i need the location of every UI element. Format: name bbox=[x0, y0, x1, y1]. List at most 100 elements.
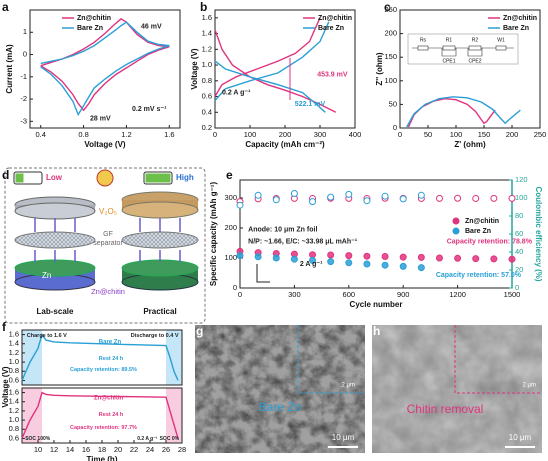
y-tick-label: 0.4 bbox=[202, 107, 212, 116]
y-tick-label: 0.8 bbox=[202, 76, 212, 85]
data-point bbox=[508, 255, 516, 263]
icon bbox=[96, 169, 114, 187]
y2-tick-label: 0 bbox=[515, 283, 519, 292]
label-anode: Zn bbox=[42, 271, 51, 280]
x-tick-label: 0.8 bbox=[78, 130, 88, 139]
data-point bbox=[272, 196, 280, 204]
annotation: Capacity retention: 78.8% bbox=[447, 238, 533, 245]
circuit-label: CPE2 bbox=[468, 58, 481, 64]
annotation: Capacity retention: 57.0% bbox=[436, 272, 522, 279]
circuit-label: W1 bbox=[497, 37, 505, 43]
y2-tick-label: 60 bbox=[515, 229, 523, 238]
data-point bbox=[345, 259, 353, 267]
x-tick-label: 22 bbox=[130, 445, 138, 454]
legend-label: Bare Zn bbox=[503, 25, 529, 32]
plot-frame bbox=[399, 9, 541, 129]
inset-border bbox=[454, 325, 542, 394]
data-line bbox=[406, 96, 521, 128]
y-tick-label: 50 bbox=[389, 99, 397, 108]
data-point bbox=[363, 197, 371, 205]
x-axis-label: Capacity (mAh cm⁻²) bbox=[245, 140, 325, 149]
y-tick-label: 1.0 bbox=[202, 60, 212, 69]
data-point bbox=[381, 261, 389, 269]
x-tick-label: 1200 bbox=[449, 290, 466, 299]
label-cathode: V₂O₅ bbox=[99, 207, 117, 216]
panel-g: Bare Zn 2 μm 10 μm bbox=[195, 325, 365, 453]
shade bbox=[166, 388, 182, 443]
practical-cell bbox=[121, 191, 199, 291]
y-axis-label: Z'' (ohm) bbox=[375, 52, 384, 85]
y-axis-label: Voltage (V) bbox=[1, 366, 10, 408]
label-separator: GF bbox=[103, 231, 113, 238]
x-tick-label: 1500 bbox=[504, 290, 521, 299]
data-point bbox=[363, 260, 371, 268]
scale-bar-label: 10 μm bbox=[509, 433, 532, 442]
label-practical: Practical bbox=[143, 307, 176, 316]
y-tick-label: 1.4 bbox=[9, 339, 19, 348]
data-point bbox=[327, 258, 335, 266]
x-tick-label: 20 bbox=[114, 445, 122, 454]
panel-frame bbox=[4, 167, 206, 324]
label-low: Low bbox=[46, 173, 63, 182]
y-tick-label: 1.6 bbox=[9, 330, 19, 339]
panel-letter: d bbox=[2, 168, 9, 182]
x-tick-label: 1.2 bbox=[121, 130, 131, 139]
y2-tick-label: 20 bbox=[515, 265, 523, 274]
legend-marker bbox=[452, 217, 460, 225]
y-tick-label: 1.0 bbox=[9, 357, 19, 366]
y-tick-label: 1.4 bbox=[9, 397, 19, 406]
y-tick-label: 200 bbox=[224, 223, 237, 232]
label-high: High bbox=[176, 173, 194, 182]
scale-bar-label: 10 μm bbox=[332, 433, 355, 442]
x-tick-label: 200 bbox=[506, 130, 519, 139]
data-point bbox=[435, 194, 443, 202]
data-point bbox=[309, 198, 317, 206]
y-tick-label: 0.6 bbox=[202, 92, 212, 101]
data-point bbox=[399, 195, 407, 203]
data-point bbox=[417, 264, 425, 272]
y-tick-label: 0.2 bbox=[202, 123, 212, 132]
x-axis-label: Cycle number bbox=[350, 300, 403, 309]
annotation: 2 A g⁻¹ bbox=[300, 261, 323, 268]
data-point bbox=[381, 192, 389, 200]
data-line bbox=[21, 333, 179, 381]
legend-label: Bare Zn bbox=[318, 25, 344, 32]
data-point bbox=[490, 194, 498, 202]
x-tick-label: 0 bbox=[213, 130, 217, 139]
circuit-label: Rs bbox=[420, 37, 427, 43]
panel-h: Chitin removal 2 μm 10 μm bbox=[372, 325, 542, 453]
x-tick-label: 0.4 bbox=[35, 130, 45, 139]
data-point bbox=[363, 252, 371, 260]
y-tick-label: 100 bbox=[384, 76, 397, 85]
legend-label: Zn@chitin bbox=[503, 15, 537, 22]
x-tick-label: 12 bbox=[50, 445, 58, 454]
panel-letter: e bbox=[226, 168, 233, 182]
x-tick-label: 28 bbox=[178, 445, 186, 454]
y-tick-label: 1.4 bbox=[202, 29, 212, 38]
data-line bbox=[214, 21, 330, 113]
data-point bbox=[290, 190, 298, 197]
y2-tick-label: 120 bbox=[515, 175, 528, 184]
annotation: Capacity retention: 89.5% bbox=[70, 367, 137, 373]
sem-label: Bare Zn bbox=[259, 400, 302, 414]
x-tick-label: 26 bbox=[162, 445, 170, 454]
data-point bbox=[309, 251, 317, 259]
sem-texture bbox=[372, 325, 542, 453]
data-line bbox=[40, 21, 170, 117]
data-point bbox=[254, 253, 262, 261]
y-tick-label: 1.6 bbox=[9, 388, 19, 397]
data-line bbox=[40, 18, 170, 112]
data-point bbox=[490, 255, 498, 263]
annotation: 0.2 A g⁻¹ bbox=[137, 436, 158, 442]
annotation: Rest 24 h bbox=[99, 356, 124, 362]
annotation: Capacity retention: 97.7% bbox=[70, 425, 137, 431]
x-tick-label: 100 bbox=[450, 130, 463, 139]
y2-tick-label: 100 bbox=[515, 193, 528, 202]
y-tick-label: -1 bbox=[20, 72, 27, 81]
panel-letter: f bbox=[2, 320, 7, 334]
y-tick-label: 0.8 bbox=[9, 424, 19, 433]
x-tick-label: 250 bbox=[534, 130, 547, 139]
circuit-element bbox=[495, 45, 507, 51]
y-tick-label: 1.2 bbox=[202, 44, 212, 53]
